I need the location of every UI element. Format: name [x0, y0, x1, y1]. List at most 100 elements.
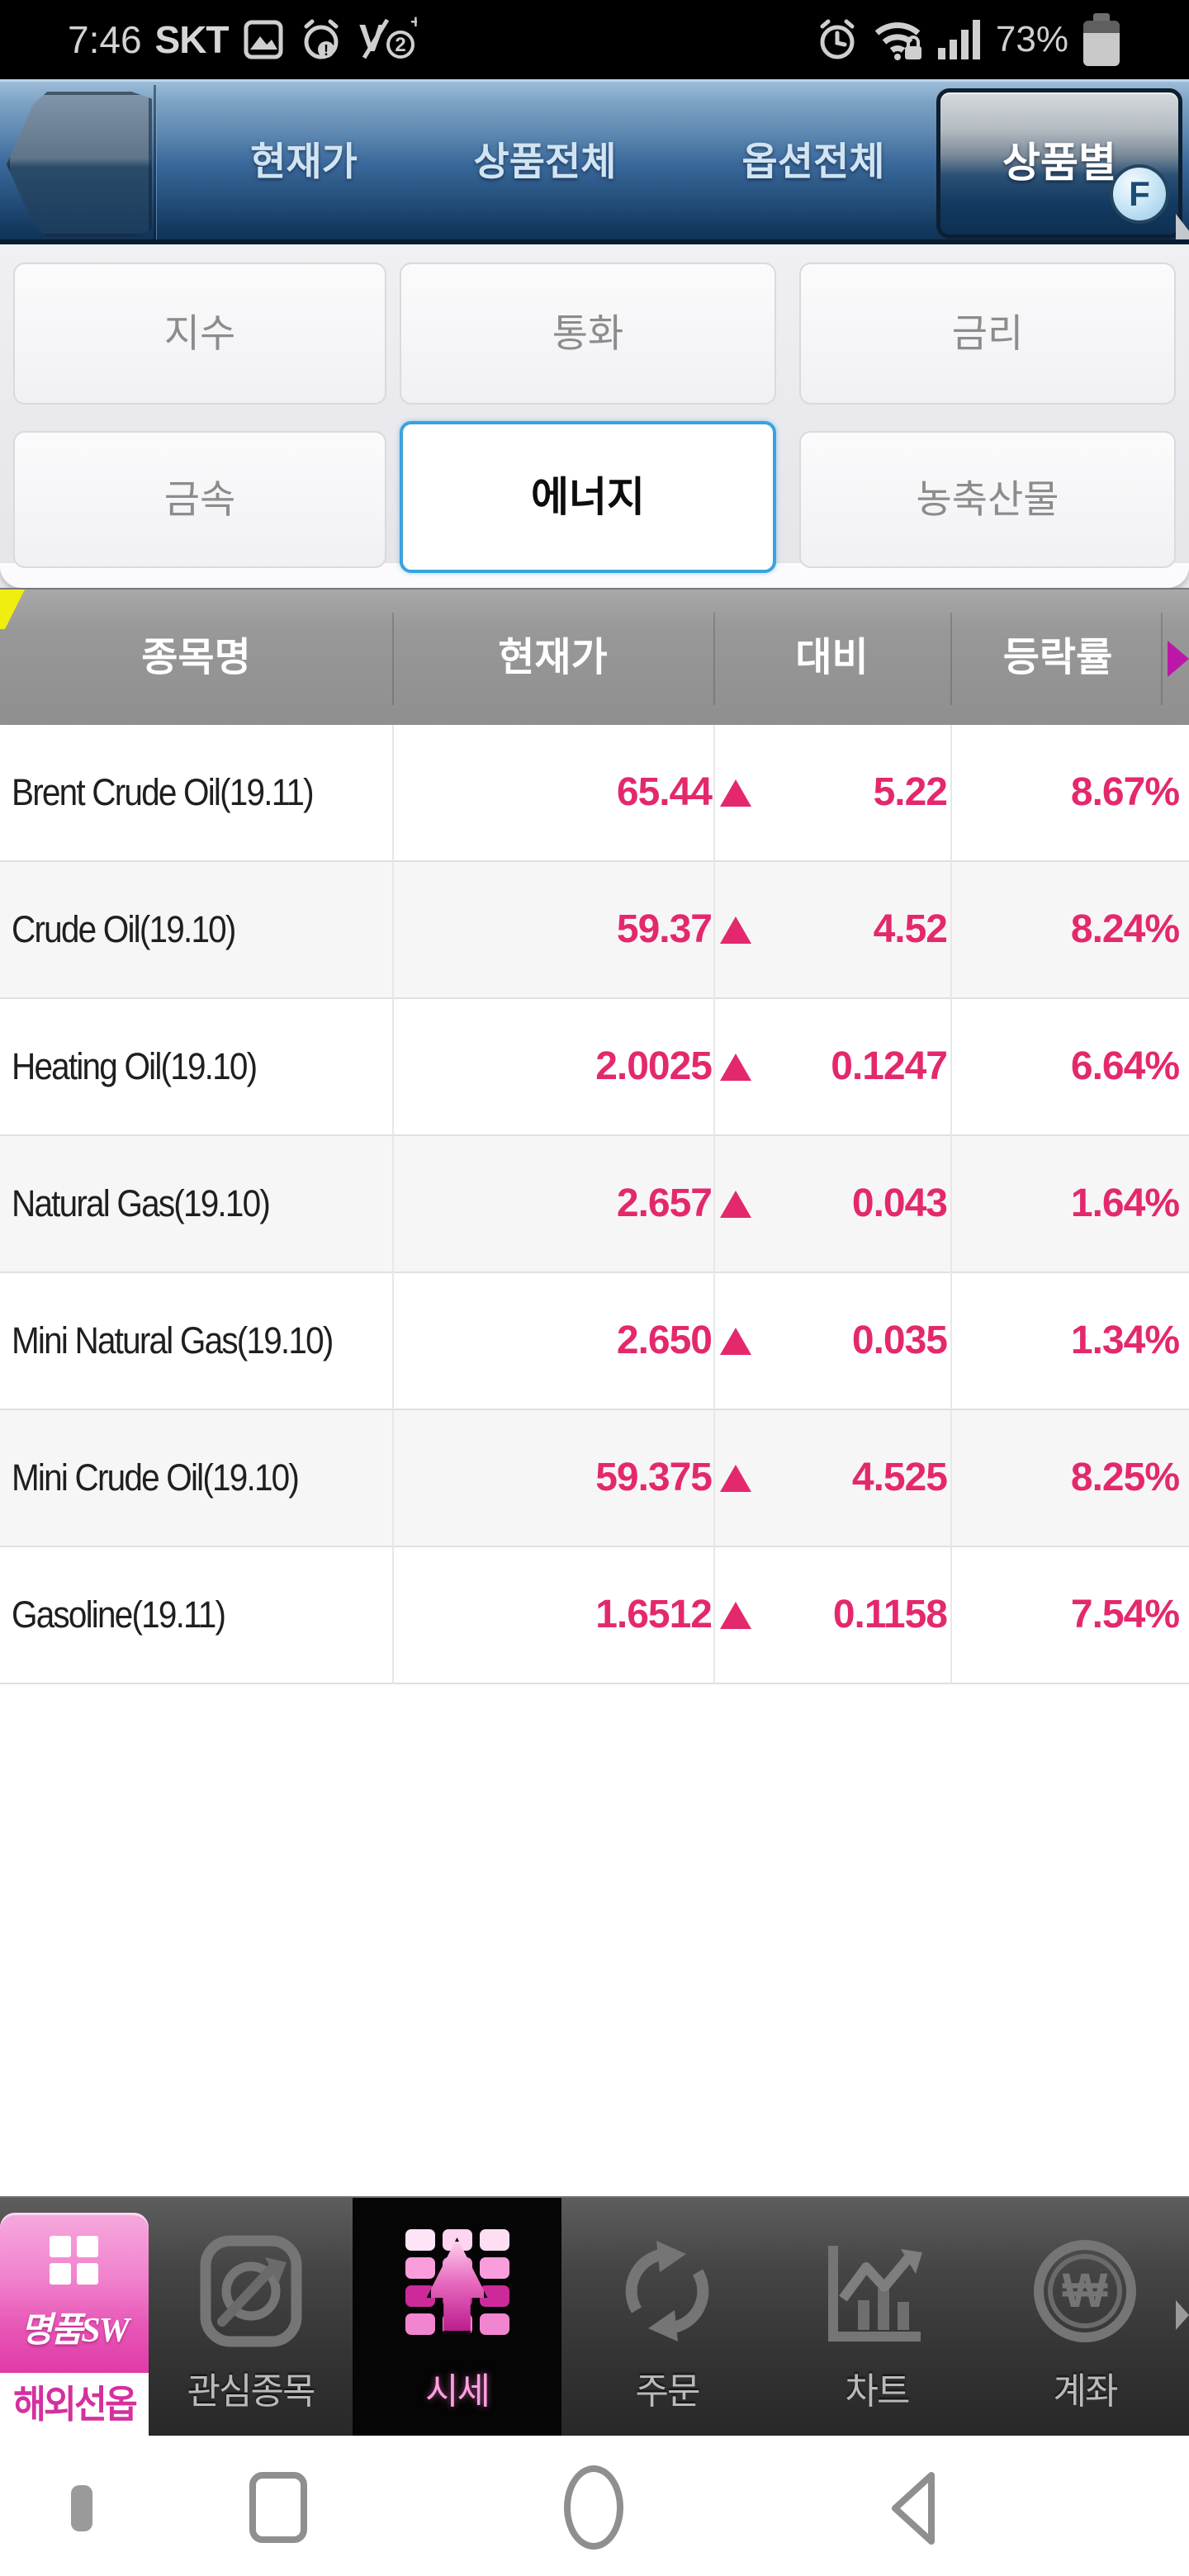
svg-text:2: 2 — [395, 34, 405, 56]
up-triangle-icon — [720, 1191, 751, 1218]
price-value: 2.657 — [616, 1181, 713, 1225]
price-value: 65.44 — [616, 770, 713, 814]
price-value: 59.37 — [616, 907, 713, 951]
instrument-name: Heating Oil(19.10) — [12, 1045, 258, 1087]
instrument-name: Mini Crude Oil(19.10) — [12, 1456, 300, 1499]
column-divider — [950, 725, 952, 1684]
change-value: 0.1247 — [831, 1044, 948, 1088]
tab-all-options[interactable]: 옵션전체 — [741, 140, 885, 183]
carrier-label: SKT — [154, 18, 230, 61]
header-rate[interactable]: 등락률 — [1002, 636, 1113, 680]
header-price[interactable]: 현재가 — [498, 636, 608, 680]
category-panel: 지수 통화 금리 금속 에너지 농축산물 — [0, 244, 1189, 588]
rate-value: 8.24% — [1070, 907, 1180, 951]
status-bar-right: 73% — [814, 13, 1189, 66]
grid-logo-icon — [50, 2236, 98, 2285]
mms-image-icon — [244, 20, 283, 59]
back-button[interactable] — [7, 92, 152, 237]
svg-text:+: + — [410, 17, 417, 32]
category-agriculture[interactable]: 농축산물 — [799, 431, 1176, 568]
up-triangle-icon — [720, 1328, 751, 1355]
table-row[interactable]: Natural Gas(19.10) 2.657 0.043 1.64% — [0, 1136, 1189, 1273]
order-refresh-icon — [625, 2241, 709, 2342]
price-value: 2.650 — [616, 1319, 713, 1362]
column-divider — [392, 725, 394, 1684]
up-triangle-icon — [720, 1054, 751, 1081]
wifi-locked-icon — [874, 22, 921, 60]
table-row[interactable]: Crude Oil(19.10) 59.37 4.52 8.24% — [0, 862, 1189, 999]
header-change[interactable]: 대비 — [795, 636, 869, 680]
recent-apps-button[interactable] — [249, 2472, 307, 2543]
category-metals[interactable]: 금속 — [13, 431, 386, 568]
category-energy-selected[interactable]: 에너지 — [400, 421, 776, 573]
price-value: 1.6512 — [595, 1593, 713, 1636]
status-bar-left: 7:46 SKT ! V 2 + — [0, 17, 417, 63]
nav-item-label: 차트 — [845, 2371, 911, 2412]
header-instrument[interactable]: 종목명 — [141, 636, 251, 680]
rate-value: 8.25% — [1070, 1456, 1180, 1499]
table-row[interactable]: Brent Crude Oil(19.11) 65.44 5.22 8.67% — [0, 725, 1189, 862]
nav-item-watchlist[interactable]: 관심종목 — [149, 2198, 353, 2436]
price-value: 2.0025 — [595, 1044, 713, 1088]
brand-tab-overseas-futures[interactable]: 명품SW 해외선옵 — [0, 2198, 149, 2436]
instrument-name: Gasoline(19.11) — [12, 1593, 226, 1636]
watchlist-icon — [200, 2235, 301, 2347]
chart-icon — [828, 2246, 922, 2342]
up-arrow-icon — [426, 2237, 488, 2335]
table-row[interactable]: Mini Crude Oil(19.10) 59.375 4.525 8.25% — [0, 1410, 1189, 1547]
tab-by-product-label: 상품별 — [1002, 140, 1116, 186]
nav-item-order[interactable]: 주문 — [561, 2198, 773, 2436]
brand-sw-text: 명품SW — [21, 2312, 130, 2350]
rate-value: 1.64% — [1070, 1181, 1180, 1225]
rate-value: 6.64% — [1070, 1044, 1180, 1088]
category-index[interactable]: 지수 — [13, 263, 386, 405]
nav-item-chart[interactable]: 차트 — [773, 2198, 981, 2436]
nav-item-account[interactable]: ₩ 계좌 — [981, 2198, 1189, 2436]
change-value: 0.1158 — [832, 1593, 948, 1636]
clock-text: 7:46 — [68, 18, 142, 61]
battery-icon — [1083, 13, 1120, 66]
category-currency[interactable]: 통화 — [400, 263, 776, 405]
change-value: 0.043 — [851, 1181, 948, 1225]
price-value: 59.375 — [595, 1456, 713, 1499]
quote-table-header: 종목명 현재가 대비 등락률 — [0, 588, 1189, 725]
up-triangle-icon — [720, 916, 751, 944]
instrument-name: Brent Crude Oil(19.11) — [12, 771, 315, 813]
battery-percent-label: 73% — [995, 19, 1068, 59]
nav-item-label: 관심종목 — [187, 2371, 316, 2412]
nav-item-label: 계좌 — [1053, 2371, 1119, 2412]
svg-text:₩: ₩ — [1063, 2264, 1108, 2318]
up-triangle-icon — [720, 779, 751, 807]
home-button[interactable] — [564, 2465, 623, 2550]
edge-panel-handle[interactable] — [71, 2485, 92, 2531]
change-value: 0.035 — [851, 1319, 948, 1362]
futures-badge: F — [1110, 164, 1169, 224]
change-value: 4.525 — [851, 1456, 948, 1499]
tab-all-products[interactable]: 상품전체 — [473, 140, 617, 183]
bottom-navigation-bar: 명품SW 해외선옵 관심종목 — [0, 2196, 1189, 2436]
category-interest-rate[interactable]: 금리 — [799, 263, 1176, 405]
instrument-name: Mini Natural Gas(19.10) — [12, 1319, 334, 1361]
quotes-icon — [405, 2229, 509, 2335]
nav-divider — [154, 85, 157, 242]
table-row[interactable]: Mini Natural Gas(19.10) 2.650 0.035 1.34… — [0, 1273, 1189, 1410]
nav-item-quotes-selected[interactable]: 시세 — [353, 2198, 561, 2436]
back-button-android[interactable] — [882, 2467, 945, 2550]
signal-strength-icon — [937, 20, 980, 59]
change-value: 4.52 — [873, 907, 948, 951]
tab-current-price[interactable]: 현재가 — [250, 140, 358, 183]
scroll-right-arrow-icon[interactable] — [1168, 641, 1189, 677]
rate-value: 7.54% — [1070, 1593, 1180, 1636]
nav-overflow-arrow-icon[interactable] — [1176, 2300, 1189, 2330]
up-triangle-icon — [720, 1465, 751, 1492]
instrument-name: Crude Oil(19.10) — [12, 908, 236, 950]
top-navigation-bar: 현재가 상품전체 옵션전체 상품별 F — [0, 79, 1189, 273]
tab-by-product-selected[interactable]: 상품별 — [936, 88, 1182, 239]
rate-value: 8.67% — [1070, 770, 1180, 814]
brand-label-strip: 해외선옵 — [0, 2373, 149, 2436]
table-row[interactable]: Gasoline(19.11) 1.6512 0.1158 7.54% — [0, 1547, 1189, 1684]
table-row[interactable]: Heating Oil(19.10) 2.0025 0.1247 6.64% — [0, 999, 1189, 1136]
column-divider — [713, 725, 715, 1684]
nav-item-label: 시세 — [425, 2371, 490, 2412]
